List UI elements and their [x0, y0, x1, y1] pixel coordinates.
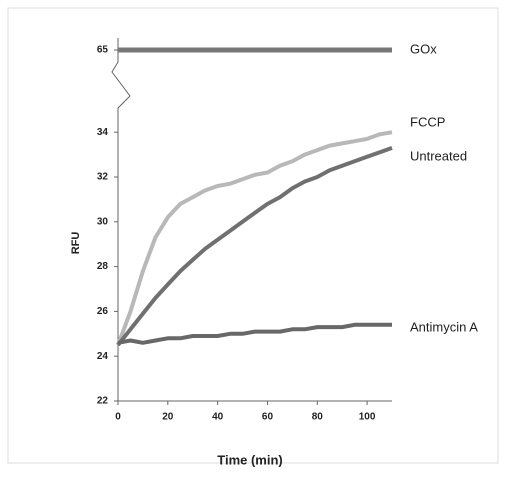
y-tick-label: 26: [97, 306, 109, 317]
y-tick-label: 32: [97, 172, 109, 183]
axis-break: [111, 38, 131, 125]
x-tick-label: 80: [312, 412, 324, 423]
x-tick-label: 0: [115, 412, 121, 423]
series-line: [116, 130, 393, 346]
y-axis-label: RFU: [70, 232, 82, 255]
x-tick-label: 60: [262, 412, 274, 423]
series-label: Antimycin A: [410, 319, 478, 334]
x-tick-label: 20: [162, 412, 174, 423]
y-tick-label: 22: [97, 396, 109, 407]
x-tick-label: 100: [359, 412, 376, 423]
y-tick-label: 34: [97, 127, 109, 138]
y-tick-label: 30: [97, 216, 109, 227]
series-label: Untreated: [410, 148, 467, 163]
series-label: FCCP: [410, 115, 445, 130]
frame: [7, 7, 499, 464]
y-tick-label: 24: [97, 351, 109, 362]
y2-tick-label: 65: [97, 45, 109, 56]
x-axis-label: Time (min): [217, 452, 283, 467]
series-label: GOx: [410, 41, 437, 56]
series-line: [117, 322, 392, 345]
y-tick-label: 28: [97, 261, 109, 272]
x-tick-label: 40: [212, 412, 224, 423]
series-line: [116, 146, 393, 347]
